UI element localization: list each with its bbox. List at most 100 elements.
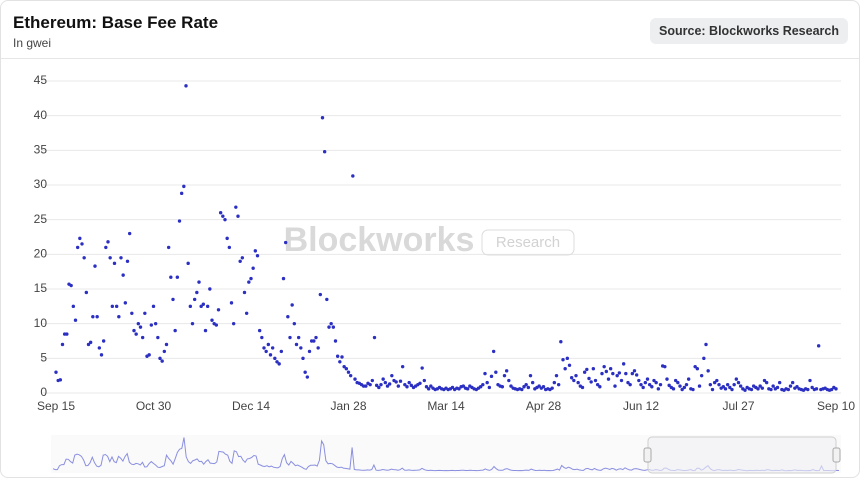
data-point: [491, 349, 496, 354]
data-point: [91, 315, 95, 319]
data-point: [93, 264, 97, 268]
data-point: [286, 315, 290, 319]
data-point: [509, 384, 513, 388]
source-button[interactable]: Source: Blockworks Research: [650, 18, 848, 44]
data-point: [231, 321, 236, 326]
data-point: [179, 191, 184, 196]
watermark-brand: Blockworks: [284, 221, 475, 259]
data-point: [734, 377, 739, 381]
data-point: [364, 384, 368, 388]
data-point: [353, 377, 357, 381]
data-point: [715, 378, 719, 383]
data-point: [134, 332, 138, 336]
data-point: [537, 384, 541, 388]
data-point: [398, 379, 403, 383]
data-point: [693, 364, 697, 369]
data-point: [465, 387, 470, 391]
data-point: [569, 376, 574, 380]
data-point: [613, 384, 617, 388]
data-point: [736, 380, 741, 385]
data-point: [368, 382, 372, 387]
data-point: [400, 364, 405, 369]
data-point: [234, 205, 238, 209]
data-point: [608, 367, 613, 371]
data-point: [671, 387, 676, 391]
data-point: [710, 387, 715, 392]
data-point: [643, 380, 648, 385]
y-tick-label: 40: [34, 108, 48, 122]
data-point: [621, 362, 626, 366]
navigator-window[interactable]: [647, 436, 837, 474]
data-point: [372, 335, 377, 340]
data-point: [396, 384, 401, 388]
data-point: [78, 236, 82, 241]
data-point: [192, 297, 197, 302]
data-point: [528, 373, 533, 378]
data-point: [723, 387, 728, 391]
data-point: [390, 373, 394, 378]
data-point: [110, 304, 115, 309]
data-point: [338, 360, 342, 364]
data-point: [712, 380, 717, 385]
data-point: [318, 292, 323, 297]
data-point: [346, 370, 351, 374]
data-point: [106, 240, 110, 244]
data-point: [240, 256, 245, 260]
data-point: [351, 174, 355, 178]
data-point: [60, 342, 65, 347]
data-point: [771, 384, 775, 388]
x-tick-label: Jun 12: [623, 399, 659, 413]
data-point: [292, 321, 297, 326]
data-point: [645, 377, 650, 381]
data-point: [247, 280, 251, 284]
data-point: [450, 385, 455, 390]
data-point: [244, 311, 249, 315]
data-point: [530, 380, 535, 385]
data-point: [266, 342, 271, 347]
data-point: [418, 381, 422, 385]
data-point: [195, 290, 199, 295]
navigator-handle[interactable]: [832, 447, 841, 463]
data-point: [756, 387, 760, 391]
y-tick-label: 45: [34, 73, 48, 87]
navigator-handle[interactable]: [643, 447, 652, 463]
data-point: [112, 261, 117, 266]
data-point: [119, 256, 123, 260]
data-point: [598, 385, 602, 389]
data-point: [294, 342, 299, 347]
data-point: [732, 382, 736, 387]
watermark-box: [481, 229, 575, 256]
data-point: [725, 382, 730, 387]
data-point: [615, 373, 619, 378]
data-point: [73, 318, 78, 322]
data-point: [663, 364, 667, 369]
data-point: [80, 242, 84, 246]
data-point: [420, 366, 424, 370]
data-point: [314, 335, 318, 340]
data-point: [788, 384, 793, 388]
data-point: [186, 261, 190, 266]
data-point: [296, 335, 301, 340]
data-point: [273, 356, 277, 361]
data-point: [489, 374, 494, 379]
data-point: [381, 377, 385, 381]
data-point: [340, 355, 344, 359]
data-point: [147, 353, 151, 357]
data-point: [325, 297, 329, 302]
data-point: [758, 384, 762, 388]
x-tick-label: Jul 27: [722, 399, 754, 413]
data-point: [565, 356, 570, 361]
data-point: [604, 369, 609, 374]
data-point: [667, 383, 671, 388]
data-point: [580, 385, 585, 390]
data-point: [65, 332, 69, 336]
data-point: [169, 275, 173, 279]
y-tick-label: 30: [34, 177, 48, 191]
data-point: [342, 364, 346, 369]
y-tick-label: 5: [40, 351, 47, 365]
data-point: [377, 385, 381, 390]
data-point: [702, 356, 706, 361]
data-point: [572, 378, 576, 383]
data-point: [676, 380, 680, 385]
data-point: [188, 304, 193, 309]
